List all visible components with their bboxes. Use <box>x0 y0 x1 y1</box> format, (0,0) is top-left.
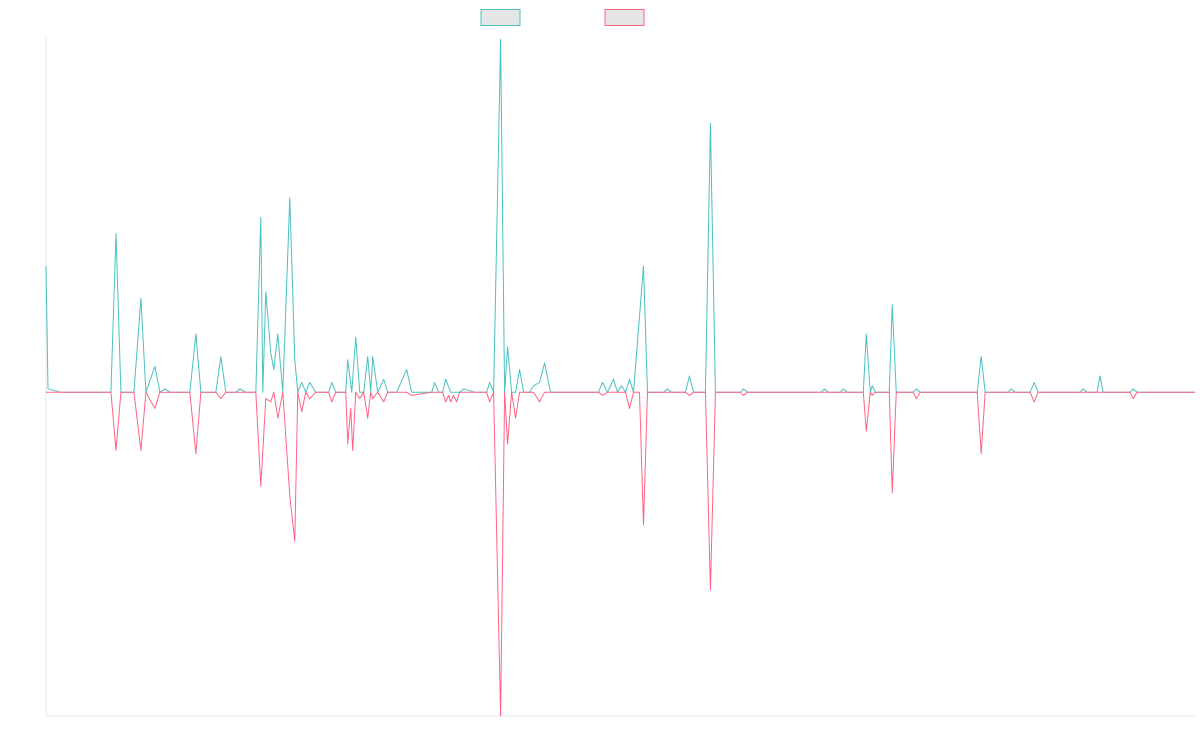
legend-swatch-1[interactable] <box>480 9 521 26</box>
series-line-1 <box>45 38 1195 393</box>
legend-swatch-2[interactable] <box>604 9 645 26</box>
legend <box>480 9 645 26</box>
axes <box>45 36 1195 717</box>
plot-area <box>45 38 1195 717</box>
series-line-2 <box>46 391 1195 717</box>
